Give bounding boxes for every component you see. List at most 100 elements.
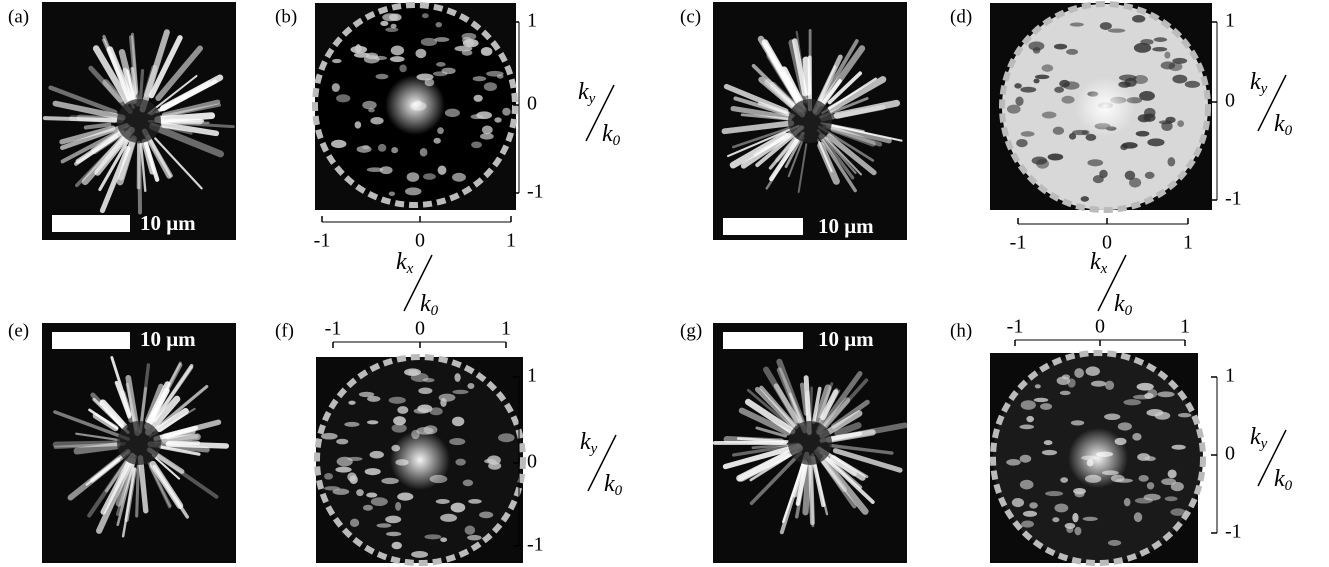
streak — [114, 380, 131, 419]
speckle — [366, 420, 379, 425]
speckle — [1157, 391, 1175, 398]
streak — [156, 407, 189, 433]
streak — [809, 386, 813, 429]
speckle — [1104, 380, 1115, 390]
speckle — [332, 488, 350, 495]
speckle — [349, 475, 358, 485]
streak — [92, 45, 131, 105]
streak — [802, 463, 812, 516]
symbol: k — [1274, 111, 1285, 137]
streak — [738, 407, 791, 436]
speckle — [1028, 41, 1045, 51]
x-tick-label: 1 — [1183, 232, 1193, 254]
y-tick-label: 0 — [1225, 443, 1235, 465]
speckle — [481, 125, 493, 135]
speckle — [451, 416, 465, 427]
x-tick-label: -1 — [314, 230, 331, 252]
fraction-slash — [1257, 74, 1287, 132]
streak — [154, 137, 203, 190]
streak — [795, 30, 809, 106]
central-glow — [385, 75, 445, 135]
speckle — [348, 400, 356, 405]
speckle — [1152, 46, 1168, 52]
streak — [825, 429, 876, 443]
streak — [732, 443, 801, 457]
speckle — [1039, 403, 1053, 410]
streak — [130, 32, 139, 94]
speckle — [397, 406, 409, 414]
streak — [158, 445, 201, 456]
speckle — [1170, 481, 1184, 492]
panel-label: (g) — [680, 320, 702, 341]
speckle — [1136, 382, 1154, 391]
streak — [788, 39, 809, 104]
streak — [152, 384, 209, 432]
speckle — [1062, 81, 1080, 90]
streak — [820, 456, 869, 515]
streak — [817, 138, 833, 173]
speckle — [1061, 95, 1075, 104]
fraction-slash — [403, 254, 433, 312]
speckle — [454, 45, 473, 52]
streak — [42, 116, 118, 123]
streak — [782, 461, 805, 524]
streak — [87, 458, 130, 518]
speckle — [1143, 113, 1156, 122]
axis-label-denominator: k0 — [420, 291, 439, 320]
speckle — [488, 461, 502, 470]
x-tick-label: -1 — [1007, 316, 1024, 338]
streak — [820, 389, 839, 421]
speckle — [377, 143, 387, 152]
speckle — [391, 423, 407, 433]
streak — [775, 134, 800, 163]
axis-label-numerator: ky — [1250, 69, 1268, 98]
fraction-slash — [585, 84, 615, 142]
subscript: 0 — [615, 483, 623, 499]
speckle — [1020, 86, 1037, 93]
panel-label: (b) — [275, 6, 297, 27]
streak — [822, 123, 883, 147]
streak — [763, 42, 800, 102]
speckle — [366, 492, 378, 498]
streak — [813, 45, 866, 116]
speckle — [1132, 432, 1142, 441]
speckle — [356, 489, 364, 497]
speckle — [1043, 440, 1053, 446]
speckle — [364, 468, 381, 476]
speckle — [391, 147, 399, 154]
speckle — [356, 145, 372, 153]
streak — [128, 35, 140, 107]
streak — [75, 129, 125, 164]
streak — [769, 138, 799, 182]
streak — [161, 99, 221, 118]
streak — [820, 458, 848, 493]
speckle — [435, 21, 442, 28]
streak — [819, 450, 863, 489]
streak — [104, 456, 131, 493]
speckle — [354, 121, 362, 129]
axis-label-numerator: ky — [1250, 424, 1268, 453]
speckle — [420, 37, 438, 47]
streak — [90, 392, 124, 427]
x-tick-label: 0 — [1102, 232, 1112, 254]
symbol: k — [1250, 69, 1261, 95]
subscript: y — [589, 441, 598, 457]
speckle — [1015, 96, 1024, 106]
speckle — [415, 48, 427, 59]
speckle — [1041, 111, 1057, 119]
speckle — [454, 373, 461, 382]
streak — [779, 68, 797, 97]
axis-label-numerator: kx — [1090, 249, 1108, 278]
speckle — [1034, 74, 1050, 80]
speckle — [1080, 196, 1090, 202]
speckle — [1170, 508, 1186, 516]
speckle — [406, 172, 420, 182]
speckle — [468, 499, 482, 504]
streak — [159, 120, 235, 129]
subscript: 0 — [431, 303, 439, 319]
speckle — [1021, 520, 1034, 528]
streak — [757, 101, 791, 116]
speckle — [1034, 384, 1041, 389]
